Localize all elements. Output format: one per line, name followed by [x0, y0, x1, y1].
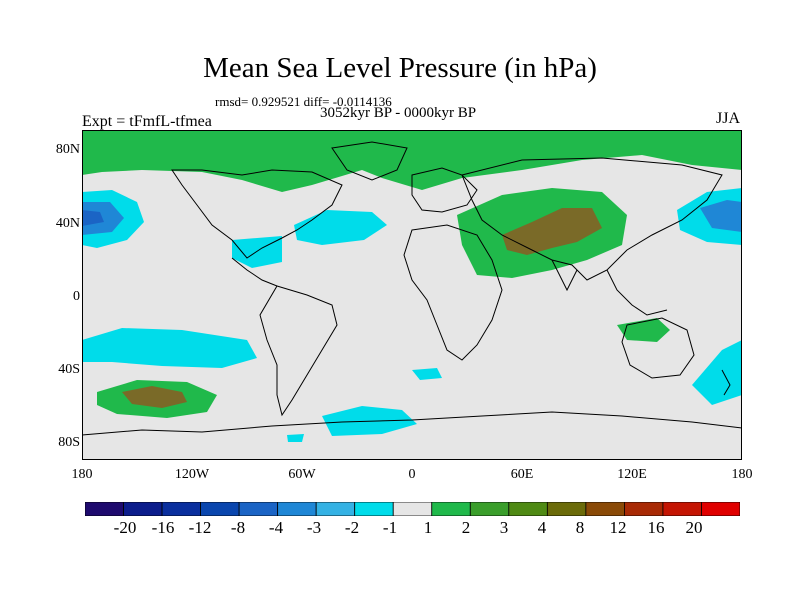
north-atlantic-negative — [294, 210, 387, 245]
coast-southeast-asia — [606, 269, 668, 316]
experiment-label: Expt = tFmfL-tfmea — [82, 113, 212, 130]
lat-label-80n: 80N — [55, 142, 80, 157]
coast-australia — [621, 317, 695, 379]
colorbar-swatch — [624, 502, 664, 516]
north-pacific-negative-west-mid — [82, 202, 124, 235]
coast-europe — [411, 167, 478, 213]
colorbar-swatch — [85, 502, 124, 516]
colorbar-label: -2 — [344, 518, 360, 537]
north-pacific-negative-east-mid — [700, 200, 742, 232]
season-label: JJA — [715, 110, 740, 127]
coast-central-america — [231, 257, 278, 287]
colorbar-swatch — [123, 502, 163, 516]
lat-label-80s: 80S — [58, 435, 80, 450]
colorbar-swatch — [585, 502, 625, 516]
pressure-anomaly-map — [82, 130, 742, 460]
colorbar-label: 16 — [647, 518, 665, 537]
asia-positive-strong — [502, 208, 602, 255]
lat-label-0: 0 — [73, 289, 80, 304]
lon-label-60e: 60E — [510, 467, 534, 482]
colorbar-swatch — [546, 502, 587, 516]
colorbar-swatch — [392, 502, 433, 516]
colorbar-swatch — [238, 502, 279, 516]
chart-title: Mean Sea Level Pressure (in hPa) — [203, 52, 597, 84]
colorbar-label: 20 — [685, 518, 703, 537]
coast-asia — [461, 157, 723, 281]
lat-label-40n: 40N — [55, 216, 80, 231]
colorbar-label: -4 — [268, 518, 284, 537]
colorbar-label: 4 — [537, 518, 547, 537]
lon-label-60w: 60W — [288, 467, 316, 482]
lon-label-0: 0 — [408, 467, 416, 482]
arctic-positive-region — [82, 140, 742, 192]
coast-antarctica — [82, 411, 742, 436]
colorbar — [85, 502, 740, 516]
colorbar-label: 8 — [575, 518, 585, 537]
colorbar-swatch — [200, 502, 240, 516]
colorbar-swatch — [354, 502, 394, 516]
southern-ocean-negative-dot — [287, 434, 304, 442]
colorbar-swatch — [161, 502, 201, 516]
colorbar-label: 1 — [423, 518, 433, 537]
tasman-negative — [692, 340, 742, 405]
south-pacific-negative — [82, 328, 257, 368]
colorbar-label: -12 — [188, 518, 212, 537]
coast-south-america — [259, 285, 338, 417]
colorbar-swatch — [469, 502, 510, 516]
colorbar-swatch — [431, 502, 471, 516]
colorbar-swatch — [508, 502, 548, 516]
arctic-fringe-left — [82, 130, 742, 142]
time-range-subtitle: 3052kyr BP - 0000kyr BP — [320, 105, 477, 121]
colorbar-label: 2 — [461, 518, 471, 537]
south-atlantic-negative-small — [412, 368, 442, 380]
lon-label-180w: 180 — [71, 467, 93, 482]
colorbar-label: 12 — [609, 518, 627, 537]
colorbar-swatch — [701, 502, 740, 516]
colorbar-label: -1 — [382, 518, 398, 537]
coastlines — [82, 141, 742, 436]
coast-north-america — [171, 169, 343, 259]
lon-label-120w: 120W — [174, 467, 210, 482]
lat-label-40s: 40S — [58, 362, 80, 377]
colorbar-label: -20 — [113, 518, 137, 537]
coast-india — [551, 259, 578, 292]
colorbar-swatch — [277, 502, 317, 516]
south-pacific-positive-strong — [122, 386, 187, 408]
colorbar-swatch — [662, 502, 702, 516]
stats-text: rmsd= 0.929521 diff= -0.0114136 — [215, 94, 392, 109]
colorbar-label: -3 — [306, 518, 322, 537]
north-pacific-negative-west-core — [82, 210, 104, 226]
colorbar-label: 3 — [499, 518, 509, 537]
coast-greenland — [331, 141, 408, 181]
coast-new-zealand — [721, 369, 731, 396]
colorbar-label: -16 — [151, 518, 175, 537]
map-frame — [82, 130, 742, 460]
coast-africa — [403, 224, 503, 361]
lon-label-180e: 180 — [731, 467, 753, 482]
lon-label-120e: 120E — [617, 467, 647, 482]
colorbar-label: -8 — [230, 518, 246, 537]
colorbar-swatch — [315, 502, 356, 516]
